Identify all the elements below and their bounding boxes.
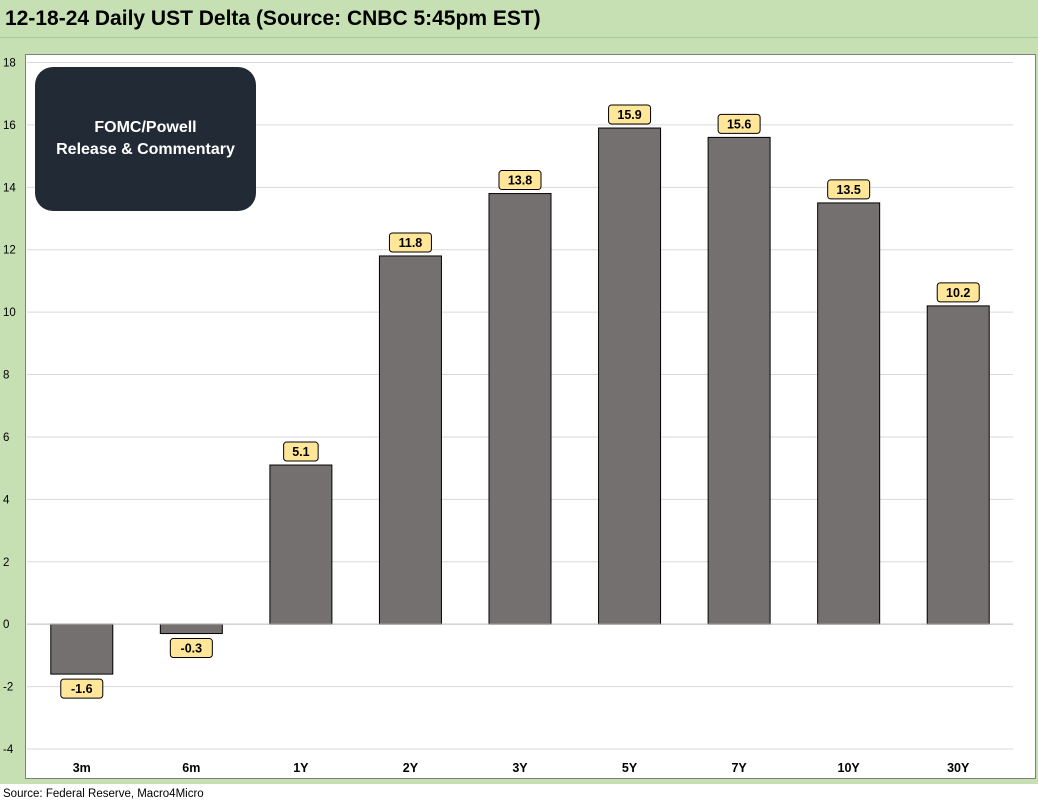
data-label: -1.6 [71,682,93,696]
data-label-box [608,104,652,125]
data-label: 10.2 [946,286,970,300]
y-tick-label: -2 [3,682,13,694]
x-tick-label: 6m [182,761,200,775]
bar [598,127,662,625]
annotation-line-1: FOMC/Powell [94,119,197,136]
data-label: 15.6 [727,117,751,131]
data-label-box [388,232,432,253]
annotation-line-2: Release & Commentary [56,141,235,158]
y-tick-label: 0 [3,619,9,631]
data-label: 5.1 [292,445,309,459]
x-tick-label: 30Y [947,761,970,775]
y-tick-label: 12 [3,245,16,257]
data-label: -0.3 [181,642,203,656]
x-tick-label: 1Y [293,761,309,775]
y-tick-label: 14 [3,182,16,194]
y-tick-label: 4 [3,494,10,506]
title-bar: 12-18-24 Daily UST Delta (Source: CNBC 5… [0,0,1038,38]
data-label: 13.8 [508,174,532,188]
chart-title: 12-18-24 Daily UST Delta (Source: CNBC 5… [5,7,541,30]
bar [707,136,771,625]
data-label: 15.9 [617,108,641,122]
y-tick-label: 2 [3,557,9,569]
data-label-box [60,678,104,699]
data-label-box [936,282,980,303]
x-tick-label: 2Y [403,761,419,775]
y-tick-label: 18 [3,58,16,70]
y-tick-label: -4 [3,744,14,756]
y-tick-label: 10 [3,307,16,319]
data-label-box [717,113,761,134]
data-label: 11.8 [399,236,423,250]
bar [926,305,990,625]
annotation-box: FOMC/Powell Release & Commentary [35,67,256,211]
bar [817,202,881,625]
data-label: 13.5 [836,183,860,197]
bar [50,623,114,675]
bar [378,255,442,625]
bar [488,193,552,625]
data-label-box [169,638,213,659]
source-note: Source: Federal Reserve, Macro4Micro [3,788,204,800]
y-tick-label: 8 [3,370,9,382]
data-label-box [283,441,319,462]
y-tick-label: 16 [3,120,16,132]
x-tick-label: 10Y [838,761,861,775]
x-tick-label: 7Y [731,761,747,775]
data-label-box [827,179,871,200]
x-tick-label: 3Y [512,761,528,775]
bar [159,623,223,635]
y-tick-label: 6 [3,432,9,444]
x-tick-label: 5Y [622,761,638,775]
data-label-box [498,170,542,191]
bar [269,464,333,625]
x-tick-label: 3m [73,761,91,775]
